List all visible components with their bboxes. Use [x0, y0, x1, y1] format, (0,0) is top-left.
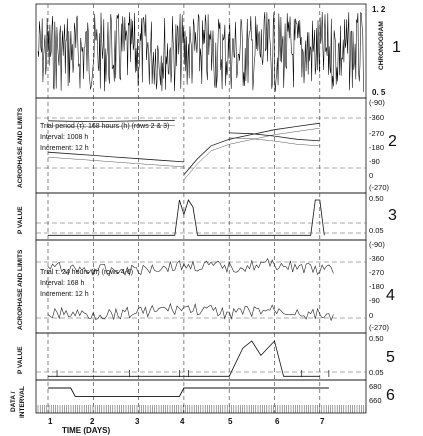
acro-a-note-1: Trial period (τ): 168 hours (h) (rows 2 … [40, 123, 169, 130]
day-tick-4: 4 [180, 417, 185, 426]
day-gridlines [47, 4, 321, 413]
acro-a-tick-4: -90 [369, 157, 380, 166]
pvalue-b-frame [35, 332, 367, 381]
acrophase-b-series [47, 258, 334, 277]
data-tick-1: 660 [369, 396, 382, 405]
data-label-1: DATA / [10, 391, 17, 412]
acro-b-tick-0: (-90) [369, 240, 385, 249]
acrophase-b-label: ACROPHASE AND LIMITS [17, 249, 24, 330]
row-number-6: 6 [386, 387, 395, 404]
day-tick-5: 5 [228, 417, 233, 426]
chronogram-signal [37, 11, 364, 92]
acro-a-tick-2: -270 [369, 129, 384, 138]
acro-a-note-3: Increment: 12 h [40, 145, 89, 152]
x-axis-title: TIME (DAYS) [62, 426, 110, 435]
acrophase-b-series [47, 302, 334, 322]
acro-a-tick-0: (-90) [369, 98, 385, 107]
chronogram-frame [35, 3, 367, 99]
acro-b-tick-4: -90 [369, 296, 380, 305]
chrono-ybottom-label: 0. 5 [372, 88, 386, 97]
pval-a-tick-1: 0.05 [369, 226, 384, 235]
acro-b-note-1: Trial τ: 24 hours (h) (rows 4-6) [40, 269, 133, 276]
acrophase-a-series [183, 122, 320, 176]
acro-b-tick-2: -270 [369, 268, 384, 277]
data-tick-0: 680 [369, 382, 382, 391]
day-tick-1: 1 [48, 417, 53, 426]
horizontal-dashed-gridlines [36, 117, 366, 373]
day-tick-7: 7 [320, 417, 325, 426]
day-tick-3: 3 [135, 417, 140, 426]
acrophase-a-limit [47, 125, 175, 127]
acro-a-tick-3: -180 [369, 143, 384, 152]
pvalue-b-series [48, 340, 320, 377]
day-tick-6: 6 [275, 417, 280, 426]
acrophase-a-label: ACROPHASE AND LIMITS [17, 107, 24, 188]
row-number-3: 3 [388, 207, 397, 224]
tick-marks [37, 405, 366, 413]
data-interval-series [48, 387, 329, 397]
acrophase-a-series [47, 151, 184, 163]
acro-b-tick-1: -360 [369, 254, 384, 263]
pval-a-tick-0: 0.50 [369, 194, 384, 203]
day-tick-2: 2 [90, 417, 95, 426]
acro-b-tick-6: (-270) [369, 323, 390, 332]
pvalue-a-label: P VALUE [17, 206, 24, 234]
acrophase-a-series [229, 132, 320, 142]
pval-b-tick-1: 0.05 [369, 368, 384, 377]
acro-b-note-3: Increment: 12 h [40, 291, 89, 298]
chrono-ytop-label: 1. 2 [372, 5, 386, 14]
pvalue-a-series [48, 199, 325, 236]
acrophase-a-limit [47, 156, 184, 168]
data-series [47, 119, 334, 397]
row-number-2: 2 [388, 133, 397, 150]
acro-b-tick-3: -180 [369, 282, 384, 291]
acro-a-note-2: Interval: 1008 h [40, 134, 88, 141]
data-label-2: INTERVAL [19, 386, 26, 418]
acro-a-tick-6: (-270) [369, 183, 390, 192]
pval-b-tick-0: 0.50 [369, 334, 384, 343]
row-number-4: 4 [386, 287, 395, 304]
acro-a-tick-1: -360 [369, 113, 384, 122]
acrophase-a-series [47, 119, 175, 123]
row-number-1: 1 [392, 39, 401, 56]
row-number-5: 5 [386, 349, 395, 366]
acro-b-note-2: Interval: 168 h [40, 280, 84, 287]
acrophase-b-frame [35, 239, 367, 334]
chronogram-label: CHRONOGRAM [378, 21, 385, 70]
chronogram-line [37, 11, 364, 92]
acrophase-a-limit [229, 137, 320, 147]
acro-a-tick-5: 0 [369, 171, 373, 180]
acrophase-a-limit [183, 127, 320, 180]
acro-b-tick-5: 0 [369, 311, 373, 320]
pvalue-b-label: P VALUE [17, 346, 24, 374]
